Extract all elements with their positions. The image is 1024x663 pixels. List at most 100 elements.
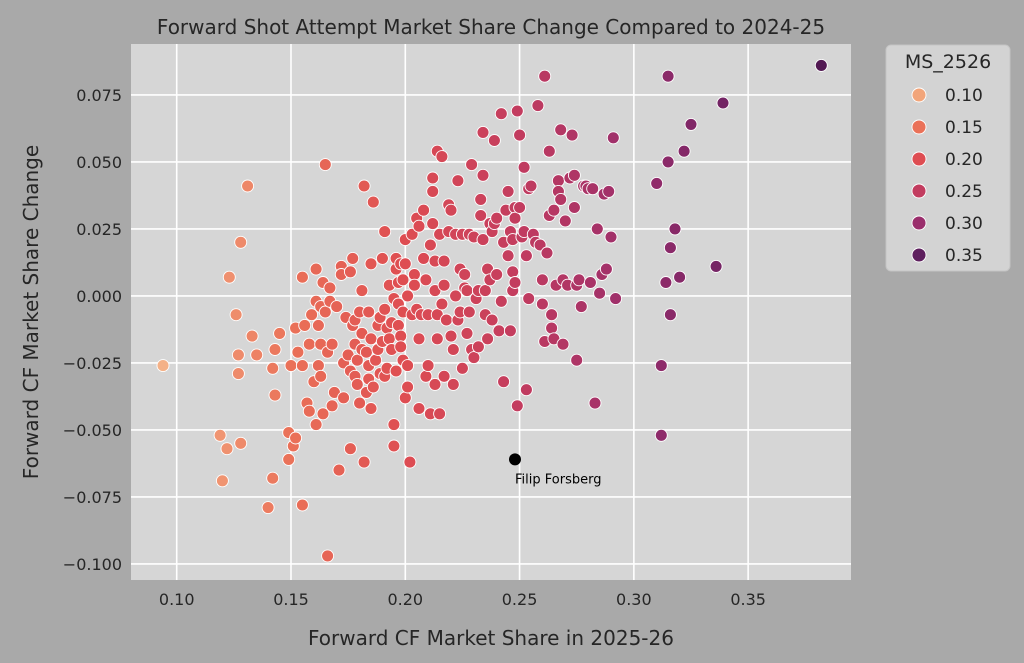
data-point: [510, 399, 524, 413]
data-point: [487, 134, 501, 147]
y-tick-label: −0.100: [63, 555, 122, 574]
legend-title: MS_2526: [905, 51, 991, 73]
data-point: [412, 219, 426, 233]
data-point: [513, 201, 527, 214]
data-point: [295, 498, 309, 512]
data-point: [494, 294, 508, 308]
x-tick-labels: 0.10 0.15 0.20 0.25 0.30 0.35: [159, 590, 766, 609]
legend-marker: [911, 183, 927, 199]
data-point: [481, 332, 495, 346]
data-point: [677, 144, 691, 158]
annotation-label: Filip Forsberg: [515, 472, 601, 487]
data-point: [446, 343, 460, 356]
data-point: [231, 367, 245, 381]
y-tick-label: −0.050: [63, 421, 122, 440]
data-point: [439, 313, 453, 327]
data-point: [554, 123, 568, 137]
data-point: [407, 278, 421, 292]
data-point: [343, 442, 357, 456]
data-point: [684, 117, 698, 131]
data-point: [378, 225, 392, 239]
data-point: [302, 404, 316, 418]
data-point: [433, 407, 447, 421]
data-point: [492, 324, 506, 338]
data-point: [430, 332, 444, 346]
data-point: [519, 383, 533, 397]
data-point: [437, 254, 451, 268]
data-point: [387, 439, 401, 453]
data-point: [476, 125, 490, 139]
data-point: [245, 329, 259, 343]
data-point: [241, 179, 255, 193]
data-point: [471, 340, 485, 354]
data-point: [462, 305, 476, 319]
data-point: [314, 369, 328, 383]
data-point: [332, 463, 346, 477]
data-point: [343, 265, 357, 279]
y-tick-label: 0.025: [76, 220, 122, 239]
x-tick-label: 0.30: [616, 590, 652, 609]
data-point: [311, 318, 325, 332]
data-point: [663, 308, 677, 322]
data-point: [375, 251, 389, 265]
data-point: [355, 284, 369, 298]
data-point: [490, 211, 504, 225]
data-point: [366, 195, 380, 209]
y-tick-label: −0.025: [63, 354, 122, 373]
data-point: [318, 305, 332, 319]
data-point: [558, 214, 572, 228]
data-point: [350, 377, 364, 391]
data-point: [716, 96, 730, 110]
data-point: [412, 332, 426, 346]
data-point: [316, 407, 330, 421]
data-point: [412, 402, 426, 415]
data-point: [229, 308, 243, 322]
data-point: [266, 471, 280, 485]
data-point: [337, 391, 351, 405]
legend-marker: [911, 119, 927, 135]
data-point: [474, 209, 488, 222]
data-point: [398, 257, 412, 271]
x-tick-label: 0.10: [159, 590, 195, 609]
x-axis-label: Forward CF Market Share in 2025-26: [308, 626, 674, 650]
data-point: [403, 455, 417, 469]
data-point: [538, 69, 552, 83]
data-point: [318, 158, 332, 172]
data-point: [574, 300, 588, 314]
data-point: [428, 377, 442, 391]
data-point: [455, 361, 469, 375]
data-point: [542, 144, 556, 158]
data-point: [465, 158, 479, 172]
legend-marker: [911, 87, 927, 103]
data-point: [357, 179, 371, 193]
data-point: [476, 168, 490, 182]
data-point: [524, 179, 538, 193]
data-point: [401, 380, 415, 394]
data-point: [401, 289, 415, 303]
data-point: [602, 184, 616, 198]
data-point: [460, 326, 474, 340]
data-point: [609, 292, 623, 306]
data-point: [501, 249, 515, 263]
data-point: [606, 131, 620, 145]
data-point: [444, 329, 458, 343]
data-point: [401, 359, 415, 373]
legend-label: 0.15: [945, 118, 983, 138]
x-tick-label: 0.15: [273, 590, 309, 609]
data-point: [394, 329, 408, 343]
data-point: [423, 238, 437, 252]
data-point: [364, 402, 378, 415]
y-tick-label: 0.000: [76, 287, 122, 306]
data-point: [222, 270, 236, 284]
legend-label: 0.25: [945, 182, 983, 202]
data-point: [551, 174, 565, 188]
data-point: [298, 318, 312, 332]
data-point: [426, 171, 440, 185]
data-point: [572, 273, 586, 287]
data-point: [268, 343, 282, 356]
data-point: [282, 452, 296, 466]
legend-label: 0.30: [945, 214, 983, 234]
data-point: [321, 549, 335, 563]
data-point: [302, 337, 316, 351]
data-point: [494, 107, 508, 121]
